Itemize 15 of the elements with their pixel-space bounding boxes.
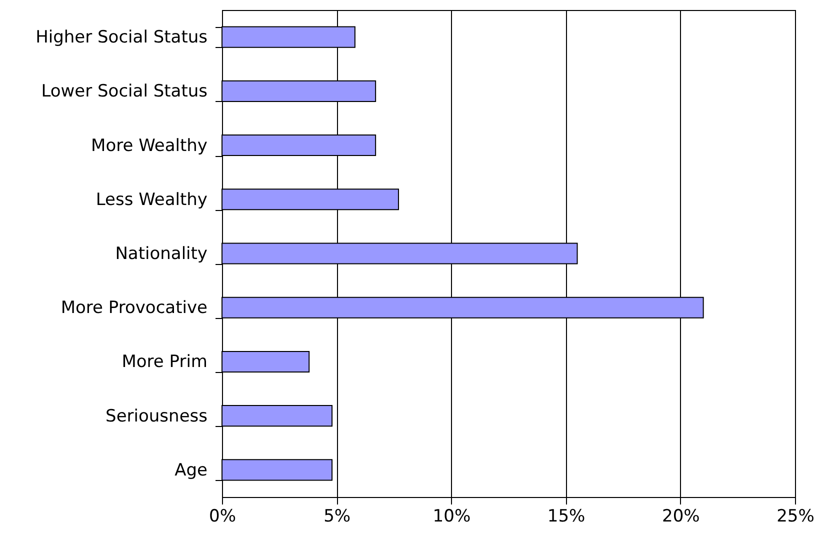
x-tick-label: 5% [324, 506, 351, 526]
y-tick-label: Seriousness [106, 406, 208, 426]
y-tick-label: Less Wealthy [96, 190, 208, 210]
x-tick-label: 10% [432, 506, 471, 526]
y-tick-label: More Wealthy [91, 136, 208, 156]
y-tick-label: Lower Social Status [41, 82, 208, 102]
x-tick-label: 15% [547, 506, 586, 526]
x-tick-label: 20% [662, 506, 700, 526]
x-tick-label: 25% [776, 506, 814, 526]
y-tick-label: Nationality [115, 244, 208, 264]
y-tick-label: More Provocative [60, 298, 208, 318]
y-tick-label: Higher Social Status [36, 28, 208, 48]
y-tick-label: More Prim [122, 352, 208, 372]
x-tick-label: 0% [209, 506, 236, 526]
y-tick-label: Age [174, 460, 208, 480]
